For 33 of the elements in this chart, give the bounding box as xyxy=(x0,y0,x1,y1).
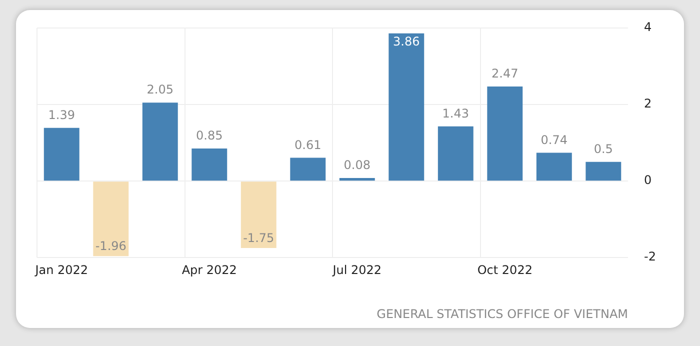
data-label: 0.61 xyxy=(294,138,322,152)
data-label: -1.75 xyxy=(243,231,274,246)
bar xyxy=(192,148,228,181)
y-tick-label: -2 xyxy=(644,250,656,264)
y-tick-label: 0 xyxy=(644,173,652,188)
bar xyxy=(240,182,276,248)
bar xyxy=(44,128,80,181)
data-label: 1.43 xyxy=(442,106,470,120)
bar xyxy=(339,178,375,181)
bar xyxy=(93,182,129,256)
data-label: -1.96 xyxy=(95,239,126,254)
x-tick-label: Oct 2022 xyxy=(477,262,532,277)
y-tick-label: 2 xyxy=(644,96,652,111)
bar xyxy=(536,152,572,181)
y-tick-label: 4 xyxy=(644,20,652,34)
data-label: 0.74 xyxy=(540,132,568,147)
bar xyxy=(586,162,622,181)
data-label: 0.5 xyxy=(594,142,613,156)
bar xyxy=(142,102,178,181)
bar xyxy=(438,126,474,181)
x-tick-label: Jul 2022 xyxy=(332,262,382,277)
bar xyxy=(290,158,326,181)
data-label: 3.86 xyxy=(393,34,420,48)
data-label: 2.05 xyxy=(146,82,174,97)
x-tick-label: Jan 2022 xyxy=(34,262,88,277)
data-label: 1.39 xyxy=(48,108,75,122)
bar xyxy=(388,33,424,181)
data-label: 0.08 xyxy=(344,158,371,172)
bar xyxy=(487,86,523,181)
data-label: 2.47 xyxy=(492,66,518,81)
data-label: 0.85 xyxy=(196,128,223,143)
x-tick-label: Apr 2022 xyxy=(182,262,237,277)
text: GENERAL STATISTICS OFFICE OF VIETNAM xyxy=(376,307,628,322)
